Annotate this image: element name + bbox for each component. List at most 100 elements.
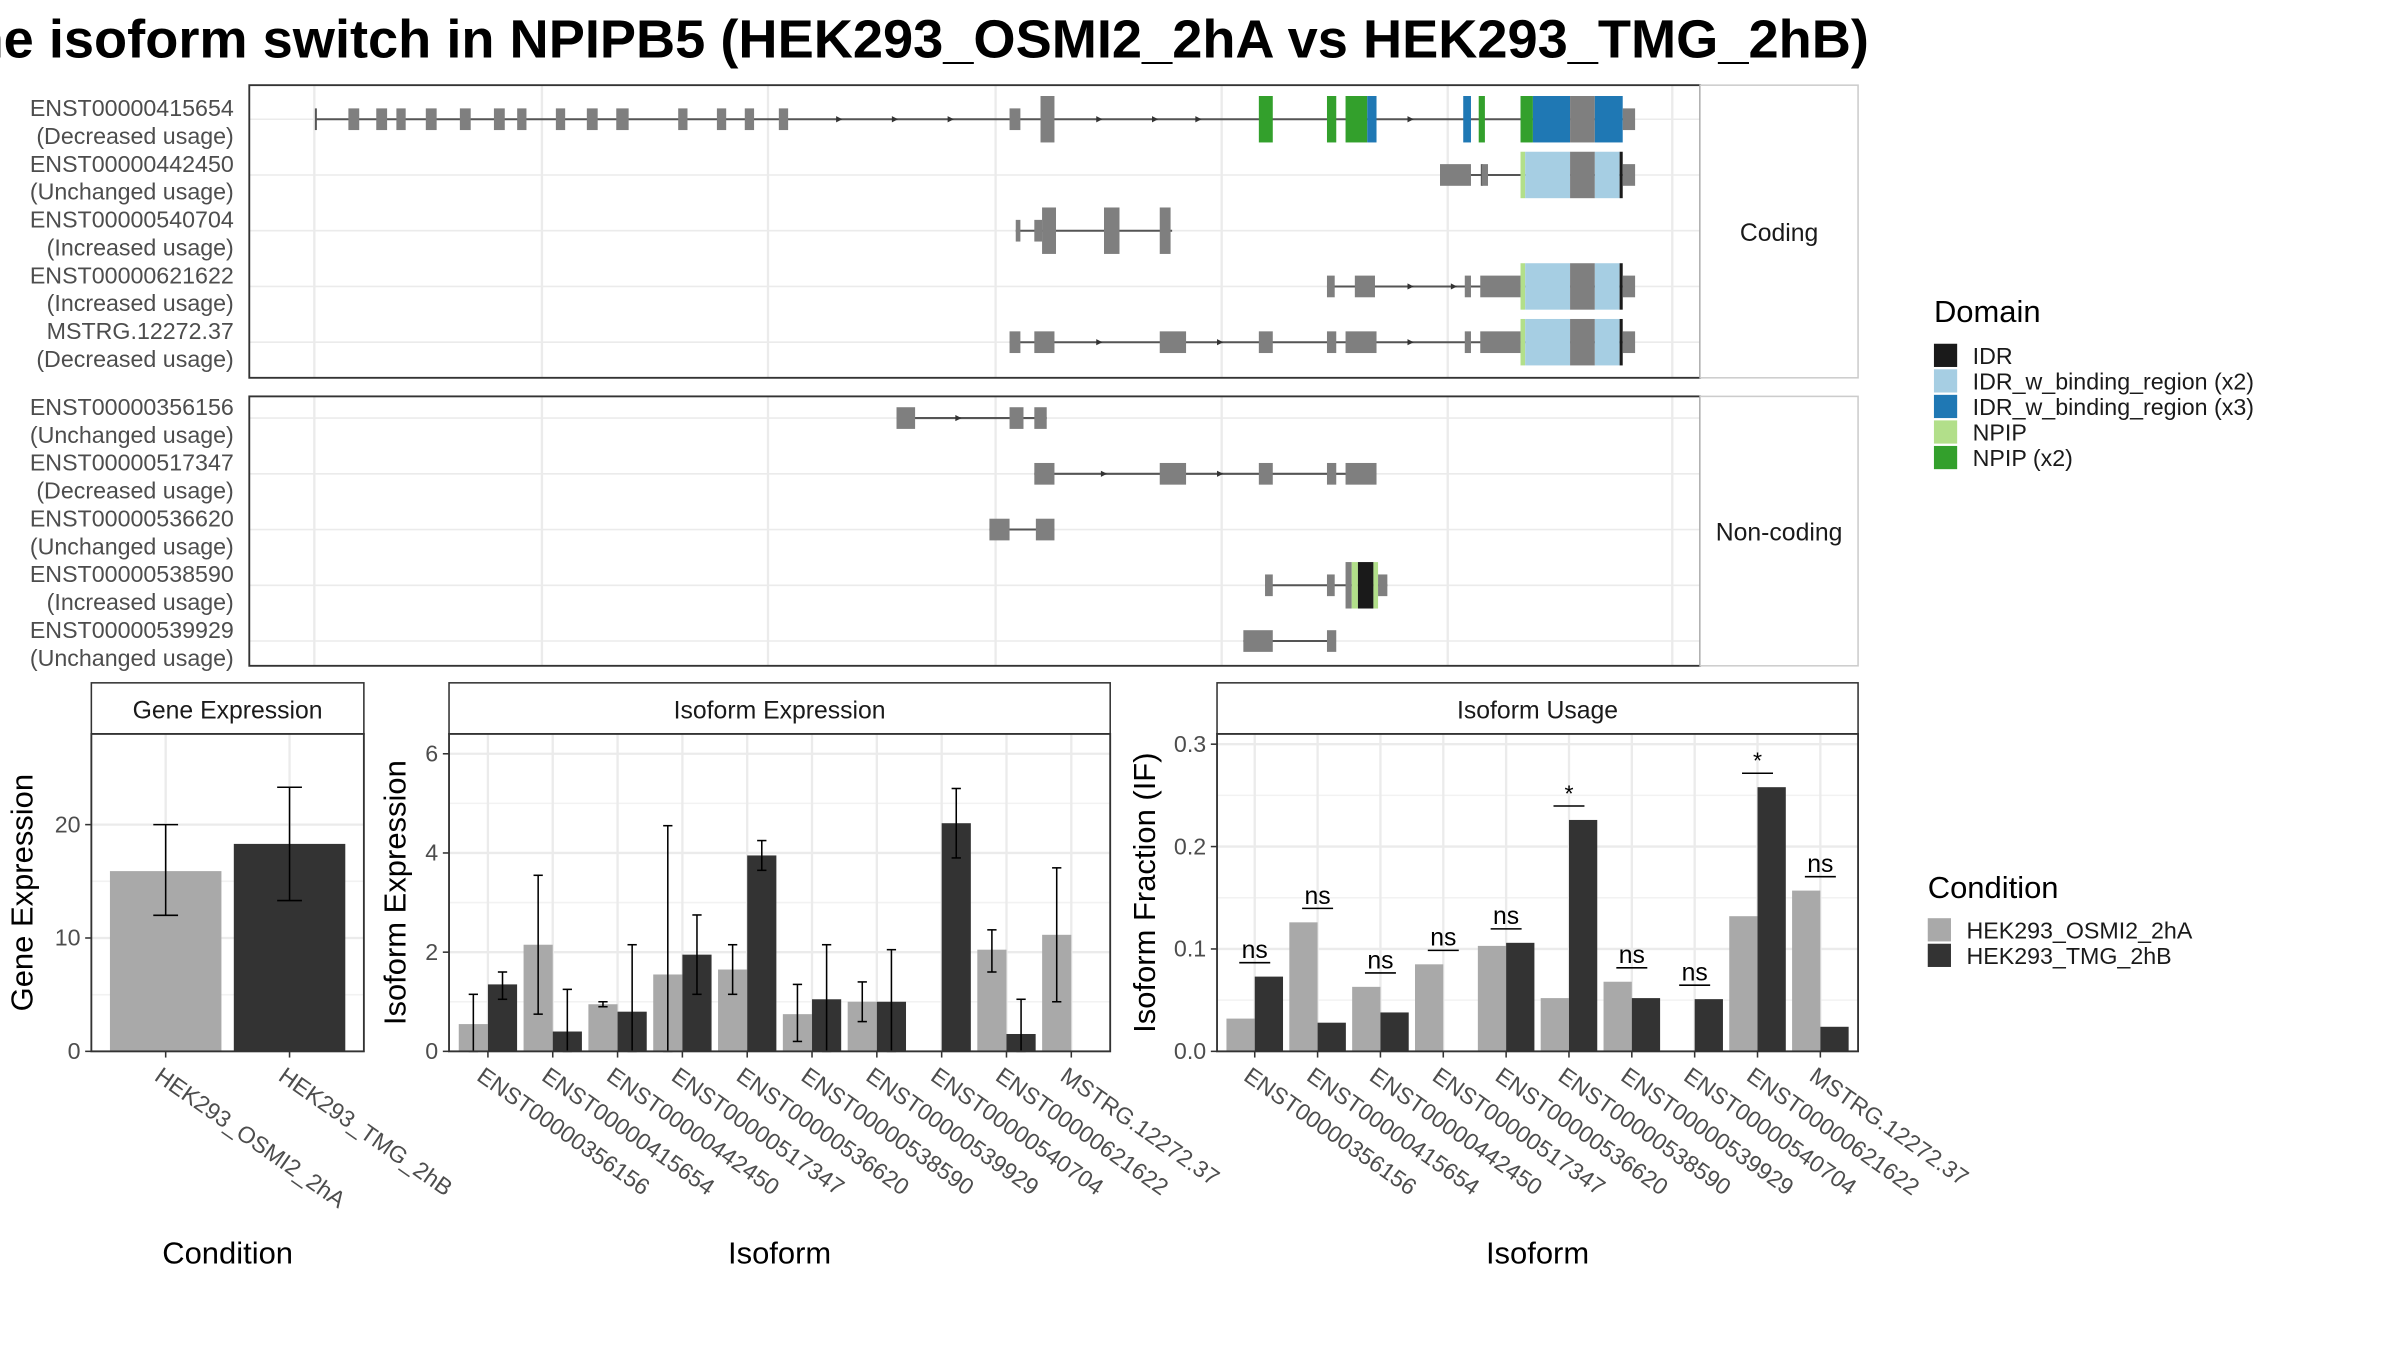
coding-exon xyxy=(1525,318,1571,366)
utr-exon xyxy=(1326,331,1337,354)
significance-label: * xyxy=(1753,748,1762,774)
y-tick-label: 0.0 xyxy=(1174,1038,1206,1064)
utr-exon xyxy=(517,108,527,131)
utr-exon xyxy=(493,108,505,131)
coding-exon xyxy=(1570,151,1595,199)
isoform-id-label: ENST00000539929 xyxy=(30,617,234,643)
utr-exon xyxy=(1034,462,1055,485)
coding-exon xyxy=(1570,263,1595,310)
significance-label: ns xyxy=(1242,937,1268,964)
isoform-id-label: ENST00000536620 xyxy=(30,505,234,531)
y-tick-label: 0 xyxy=(425,1038,438,1064)
significance-label: ns xyxy=(1367,947,1393,974)
condition-legend-entry: HEK293_OSMI2_2hA xyxy=(1966,917,2192,943)
utr-exon xyxy=(459,108,471,131)
utr-exon xyxy=(1378,574,1388,597)
isoform-id-label: ENST00000442450 xyxy=(30,151,234,177)
significance-label: ns xyxy=(1493,903,1519,930)
strand-arrow xyxy=(836,116,843,123)
bar xyxy=(1568,819,1598,1052)
significance-label: ns xyxy=(1430,925,1456,952)
bar xyxy=(1631,998,1661,1052)
coding-exon xyxy=(1594,151,1620,199)
domain-legend-swatch xyxy=(1933,445,1958,470)
coding-exon xyxy=(1520,96,1533,143)
strand-arrow xyxy=(955,414,962,422)
isoform-usage-label: (Unchanged usage) xyxy=(30,422,234,448)
coding-exon xyxy=(1619,318,1623,366)
utr-exon xyxy=(1345,331,1377,354)
coding-exon xyxy=(1532,96,1571,143)
bar xyxy=(1352,986,1381,1052)
plot-border xyxy=(448,733,1112,1053)
strand-arrow xyxy=(947,116,954,123)
strand-arrow xyxy=(1407,116,1414,123)
coding-exon xyxy=(1351,562,1358,609)
utr-exon xyxy=(716,108,727,131)
bar xyxy=(1254,976,1284,1052)
utr-exon xyxy=(1480,331,1521,354)
isoform-id-label: ENST00000621622 xyxy=(30,262,234,288)
significance-label: ns xyxy=(1305,883,1331,910)
utr-exon xyxy=(778,108,789,131)
coding-exon xyxy=(1326,96,1337,143)
isoform-usage-label: (Unchanged usage) xyxy=(30,645,234,671)
x-axis-title: Isoform xyxy=(728,1235,831,1270)
utr-exon xyxy=(1464,331,1471,354)
utr-exon xyxy=(1265,574,1273,597)
coding-exon xyxy=(1594,263,1620,310)
bar xyxy=(1729,916,1758,1052)
utr-exon xyxy=(376,108,388,131)
plot-border xyxy=(90,733,365,1053)
significance-label: * xyxy=(1564,780,1573,806)
y-tick-label: 0.1 xyxy=(1174,936,1206,962)
significance-label: ns xyxy=(1619,942,1645,969)
bar xyxy=(1603,981,1632,1052)
bar xyxy=(1317,1022,1346,1052)
panel-strip xyxy=(90,682,365,735)
coding-exon xyxy=(1042,207,1057,254)
coding-exon xyxy=(1520,318,1526,366)
utr-exon xyxy=(1481,164,1489,186)
structure-panel-bg xyxy=(249,396,1701,666)
utr-exon xyxy=(1622,275,1636,298)
condition-legend-swatch xyxy=(1927,943,1951,967)
strand-arrow xyxy=(1096,116,1103,123)
strand-arrow xyxy=(1217,339,1224,346)
isoform-id-label: MSTRG.12272.37 xyxy=(47,318,234,344)
isoform-id-label: ENST00000517347 xyxy=(30,450,234,476)
bar xyxy=(1226,1018,1255,1052)
coding-exon xyxy=(1040,96,1055,143)
isoform-id-label: ENST00000540704 xyxy=(30,207,234,233)
utr-exon xyxy=(1015,219,1021,242)
domain-legend-entry: NPIP (x2) xyxy=(1973,445,2073,471)
coding-exon xyxy=(1345,96,1368,143)
y-tick-label: 0.2 xyxy=(1174,833,1206,859)
x-axis-title: Isoform xyxy=(1486,1235,1589,1270)
utr-exon xyxy=(1326,462,1337,485)
utr-exon xyxy=(1326,574,1335,597)
utr-exon xyxy=(1326,275,1335,298)
utr-exon xyxy=(1009,331,1021,354)
strand-arrow xyxy=(891,116,899,123)
utr-exon xyxy=(1258,462,1273,485)
panel-strip-label: Isoform Expression xyxy=(674,697,886,724)
strand-arrow xyxy=(1152,116,1159,123)
domain-legend-entry: IDR_w_binding_region (x3) xyxy=(1973,394,2254,420)
domain-legend-swatch xyxy=(1933,369,1958,393)
condition-legend-entry: HEK293_TMG_2hB xyxy=(1966,943,2171,969)
utr-exon xyxy=(348,108,360,131)
utr-exon xyxy=(989,518,1010,541)
panel-strip-label: Gene Expression xyxy=(133,697,323,724)
isoform-id-label: ENST00000415654 xyxy=(30,95,234,121)
isoform-usage-label: (Decreased usage) xyxy=(36,478,233,504)
facet-strip-label: Non-coding xyxy=(1716,519,1843,546)
bar xyxy=(1757,787,1786,1052)
coding-exon xyxy=(1520,263,1526,310)
coding-exon xyxy=(1258,96,1273,143)
coding-exon xyxy=(1594,96,1623,143)
coding-exon xyxy=(1570,318,1595,366)
coding-exon xyxy=(1478,96,1485,143)
utr-exon xyxy=(1464,275,1471,298)
